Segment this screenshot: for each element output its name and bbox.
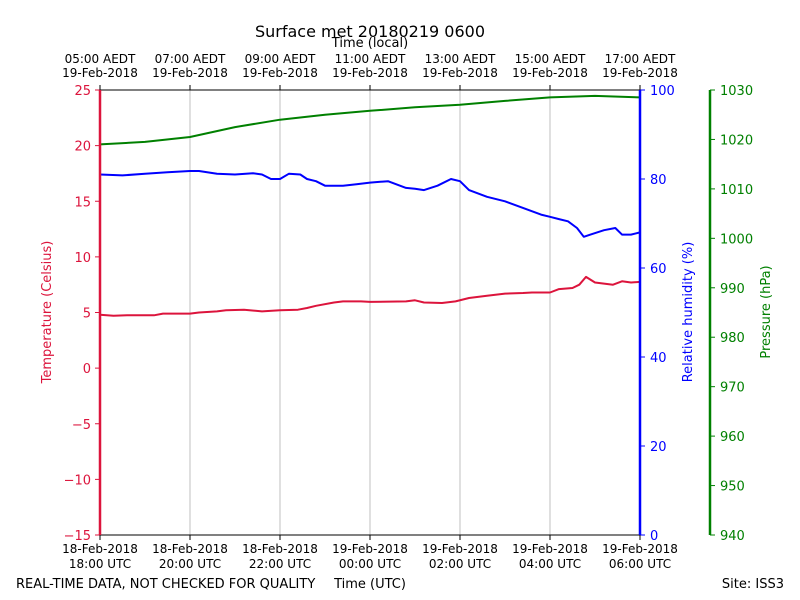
x-local-tick-date: 19-Feb-2018: [332, 66, 408, 80]
x-local-tick-time: 13:00 AEDT: [425, 52, 496, 66]
x-utc-tick-time: 02:00 UTC: [429, 557, 491, 571]
pressure-tick-label: 1000: [720, 232, 753, 247]
x-utc-tick-time: 22:00 UTC: [249, 557, 311, 571]
humidity-tick-label: 40: [650, 351, 667, 366]
pressure-axis-label: Pressure (hPa): [759, 265, 774, 358]
site-label: Site: ISS3: [722, 577, 784, 592]
humidity-tick-label: 100: [650, 84, 675, 99]
humidity-tick-label: 80: [650, 173, 667, 188]
x-utc-tick-date: 19-Feb-2018: [602, 542, 678, 556]
temperature-tick-label: −15: [64, 529, 91, 544]
x-local-tick-date: 19-Feb-2018: [602, 66, 678, 80]
temperature-tick-label: −5: [72, 418, 91, 433]
x-utc-tick-time: 04:00 UTC: [519, 557, 581, 571]
x-local-tick-time: 15:00 AEDT: [515, 52, 586, 66]
quality-warning-text: REAL-TIME DATA, NOT CHECKED FOR QUALITY: [16, 577, 315, 592]
x-local-tick-date: 19-Feb-2018: [62, 66, 138, 80]
temperature-series-line: [99, 275, 641, 317]
x-utc-tick-date: 19-Feb-2018: [422, 542, 498, 556]
x-utc-tick-date: 19-Feb-2018: [332, 542, 408, 556]
temperature-axis-label: Temperature (Celsius): [40, 241, 55, 385]
top-axis-label: Time (local): [331, 36, 408, 51]
temperature-tick-label: 25: [74, 84, 91, 99]
x-utc-tick-time: 18:00 UTC: [69, 557, 131, 571]
x-utc-tick-date: 18-Feb-2018: [242, 542, 318, 556]
x-utc-tick-date: 18-Feb-2018: [62, 542, 138, 556]
temperature-tick-label: 10: [74, 251, 91, 266]
temperature-tick-label: 15: [74, 195, 91, 210]
x-utc-tick-date: 19-Feb-2018: [512, 542, 588, 556]
pressure-tick-label: 960: [720, 430, 745, 445]
x-utc-tick-time: 06:00 UTC: [609, 557, 671, 571]
humidity-tick-label: 0: [650, 529, 658, 544]
temperature-tick-label: 20: [74, 140, 91, 155]
pressure-tick-label: 1010: [720, 183, 753, 198]
pressure-tick-label: 940: [720, 529, 745, 544]
x-local-tick-date: 19-Feb-2018: [512, 66, 588, 80]
pressure-tick-label: 1020: [720, 133, 753, 148]
humidity-series-line: [99, 170, 641, 238]
x-utc-tick-time: 20:00 UTC: [159, 557, 221, 571]
x-local-tick-time: 17:00 AEDT: [605, 52, 676, 66]
x-local-tick-date: 19-Feb-2018: [152, 66, 228, 80]
x-axis-label: Time (UTC): [333, 577, 406, 592]
pressure-series-line: [99, 94, 641, 146]
x-local-tick-time: 07:00 AEDT: [155, 52, 226, 66]
pressure-tick-label: 970: [720, 381, 745, 396]
pressure-tick-label: 980: [720, 331, 745, 346]
humidity-tick-label: 20: [650, 440, 667, 455]
pressure-tick-label: 990: [720, 282, 745, 297]
x-local-tick-time: 11:00 AEDT: [335, 52, 406, 66]
pressure-tick-label: 1030: [720, 84, 753, 99]
pressure-tick-label: 950: [720, 480, 745, 495]
humidity-axis-label: Relative humidity (%): [681, 242, 696, 383]
temperature-tick-label: −10: [64, 473, 91, 488]
temperature-tick-label: 5: [83, 307, 91, 322]
series-layer: [99, 94, 641, 317]
axes-layer: −15 −10 −5 0 5 10 15 20 25 0 20 40 60 80 100 940 950 960 9…: [62, 52, 753, 571]
x-local-tick-time: 09:00 AEDT: [245, 52, 316, 66]
chart-title: Surface met 20180219 0600: [255, 22, 485, 41]
humidity-tick-label: 60: [650, 262, 667, 277]
grid-layer: [189, 90, 551, 535]
x-utc-tick-date: 18-Feb-2018: [152, 542, 228, 556]
x-local-tick-time: 05:00 AEDT: [65, 52, 136, 66]
x-local-tick-date: 19-Feb-2018: [242, 66, 318, 80]
temperature-tick-label: 0: [83, 362, 91, 377]
x-utc-tick-time: 00:00 UTC: [339, 557, 401, 571]
x-local-tick-date: 19-Feb-2018: [422, 66, 498, 80]
